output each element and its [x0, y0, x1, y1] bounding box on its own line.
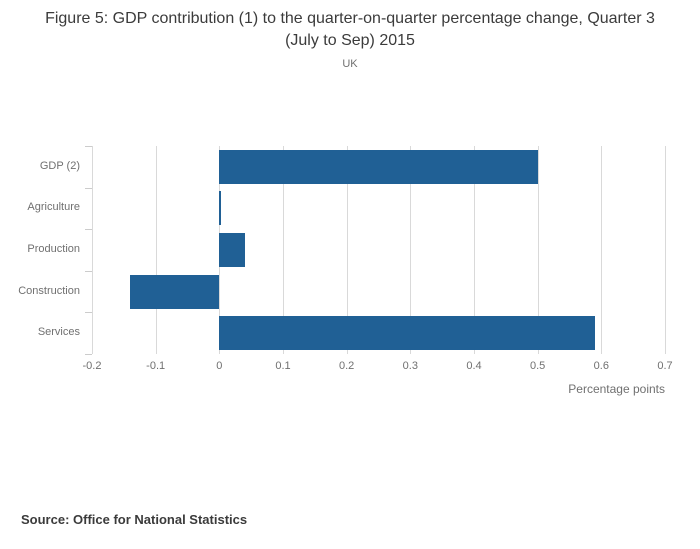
x-tick-label: 0.7 [657, 360, 673, 372]
x-tick-label: 0.3 [402, 360, 418, 372]
gridline [474, 146, 475, 354]
y-axis-tick [85, 229, 92, 231]
gridline [410, 146, 412, 354]
x-axis-label: Percentage points [568, 382, 665, 396]
plot-area [92, 146, 666, 354]
x-tick-label: 0 [216, 360, 223, 372]
gridline [92, 146, 93, 354]
category-label: GDP (2) [39, 159, 80, 172]
bar-construction[interactable] [130, 274, 220, 309]
bar-services[interactable] [219, 316, 595, 351]
chart-subtitle: UK [342, 58, 358, 70]
gridline [283, 146, 284, 354]
y-axis-tick [85, 187, 92, 189]
chart-title: Figure 5: GDP contribution (1) to the qu… [45, 10, 655, 49]
y-axis-tick [85, 354, 92, 355]
x-tick-label: 0.4 [466, 360, 482, 372]
x-tick-label: 0.1 [275, 360, 291, 372]
gridline [537, 146, 539, 354]
y-axis-tick [85, 312, 92, 314]
source-text: Source: Office for National Statistics [21, 512, 248, 527]
x-tick-label: 0.2 [339, 360, 355, 372]
x-tick-label: 0.5 [530, 360, 546, 372]
category-label: Agriculture [27, 201, 80, 214]
y-axis-tick [85, 270, 92, 272]
category-label: Production [27, 243, 80, 255]
y-axis-tick [85, 146, 92, 147]
bar-gdp-2[interactable] [219, 149, 538, 184]
x-tick-label: 0.6 [593, 360, 609, 372]
gridline [601, 146, 603, 354]
gridline [346, 146, 348, 354]
gridline [155, 146, 157, 354]
category-label: Services [37, 326, 80, 339]
x-tick-label: -0.2 [82, 360, 102, 372]
gridline [665, 146, 666, 354]
x-tick-label: -0.1 [146, 360, 166, 372]
category-label: Construction [18, 284, 80, 297]
bar-production[interactable] [219, 233, 245, 267]
bar-agriculture[interactable] [219, 191, 221, 226]
